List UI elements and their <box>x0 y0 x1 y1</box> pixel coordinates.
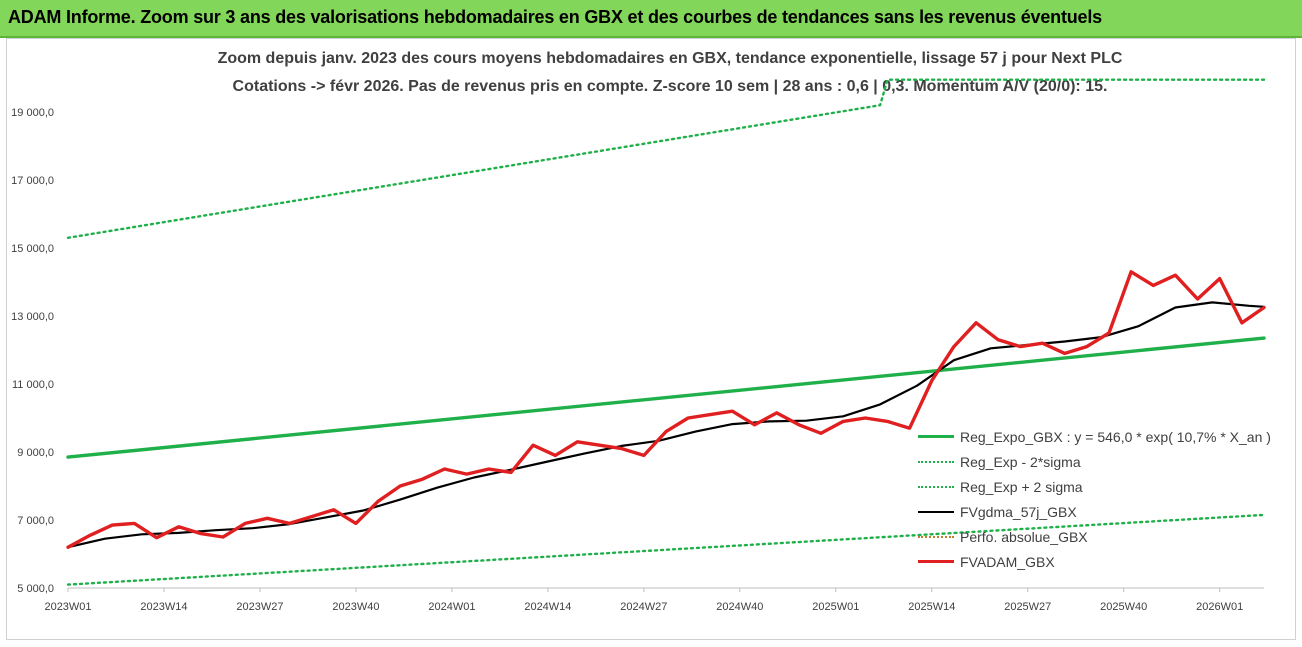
y-tick-label: 19 000,0 <box>11 107 54 119</box>
legend-label: Reg_Exp - 2*sigma <box>960 453 1081 470</box>
series-line-1 <box>66 513 1266 586</box>
legend-item: Reg_Exp - 2*sigma <box>918 449 1278 474</box>
banner-title: ADAM Informe. Zoom sur 3 ans des valoris… <box>8 7 1102 27</box>
legend-label: Reg_Exp + 2 sigma <box>960 478 1083 495</box>
x-tick-label: 2024W40 <box>716 601 763 613</box>
y-tick-label: 11 000,0 <box>12 379 54 391</box>
x-tick-label: 2025W40 <box>1100 601 1147 613</box>
x-tick-label: 2026W01 <box>1196 601 1243 613</box>
chart-legend: Reg_Expo_GBX : y = 546,0 * exp( 10,7% * … <box>918 424 1278 574</box>
x-tick-label: 2024W01 <box>428 601 475 613</box>
legend-swatch <box>918 560 954 563</box>
legend-swatch <box>918 510 954 513</box>
chart-subtitle: Cotations -> févr 2026. Pas de revenus p… <box>232 78 1108 95</box>
legend-item: FVgdma_57j_GBX <box>918 499 1278 524</box>
y-tick-label: 5 000,0 <box>17 583 54 595</box>
legend-label: Reg_Expo_GBX : y = 546,0 * exp( 10,7% * … <box>960 428 1271 445</box>
x-tick-label: 2025W01 <box>812 601 859 613</box>
x-tick-label: 2023W27 <box>236 601 283 613</box>
legend-item: Reg_Expo_GBX : y = 546,0 * exp( 10,7% * … <box>918 424 1278 449</box>
y-tick-label: 17 000,0 <box>11 175 54 187</box>
x-tick-label: 2025W14 <box>908 601 955 613</box>
x-tick-label: 2023W14 <box>140 601 187 613</box>
report-banner: ADAM Informe. Zoom sur 3 ans des valoris… <box>0 0 1302 38</box>
legend-label: Perfo. absolue_GBX <box>960 528 1088 545</box>
x-tick-label: 2024W27 <box>620 601 667 613</box>
chart-title: Zoom depuis janv. 2023 des cours moyens … <box>217 50 1123 67</box>
y-tick-label: 15 000,0 <box>11 243 54 255</box>
series-line-3 <box>66 301 1266 549</box>
x-tick-label: 2023W01 <box>44 601 91 613</box>
legend-item: Reg_Exp + 2 sigma <box>918 474 1278 499</box>
chart-frame <box>6 38 1296 640</box>
x-tick-label: 2024W14 <box>524 601 571 613</box>
legend-swatch <box>918 535 954 538</box>
legend-label: FVgdma_57j_GBX <box>960 503 1077 520</box>
y-tick-label: 9 000,0 <box>17 447 54 459</box>
legend-swatch <box>918 485 954 488</box>
series-line-2 <box>66 78 1266 240</box>
legend-swatch <box>918 435 954 438</box>
legend-swatch <box>918 460 954 463</box>
legend-item: FVADAM_GBX <box>918 549 1278 574</box>
x-tick-label: 2023W40 <box>332 601 379 613</box>
series-line-0 <box>66 336 1266 459</box>
legend-item: Perfo. absolue_GBX <box>918 524 1278 549</box>
x-tick-label: 2025W27 <box>1004 601 1051 613</box>
y-tick-label: 7 000,0 <box>17 515 54 527</box>
y-tick-label: 13 000,0 <box>11 311 54 323</box>
series-line-5 <box>66 270 1266 549</box>
legend-label: FVADAM_GBX <box>960 553 1055 570</box>
